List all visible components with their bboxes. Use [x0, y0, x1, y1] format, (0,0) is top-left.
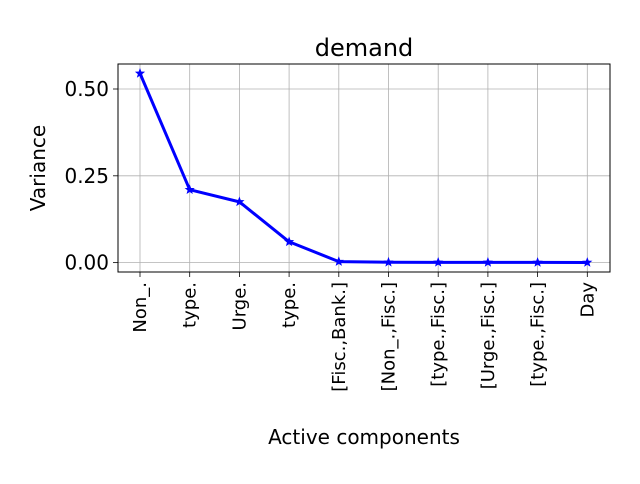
plot-background [118, 64, 610, 272]
x-tick-label: [Fisc.,Bank.] [329, 282, 350, 392]
data-point-marker [582, 257, 593, 267]
data-point-marker [234, 196, 245, 207]
data-point-marker [284, 236, 295, 247]
x-axis-label: Active components [268, 425, 460, 449]
data-point-marker [134, 68, 146, 78]
y-tick-label: 0.25 [64, 164, 109, 188]
x-tick-label: [type.,Fisc.] [528, 282, 549, 387]
chart-title: demand [315, 34, 414, 62]
x-tick-label: Urge. [229, 282, 250, 330]
data-point-marker [333, 256, 344, 266]
series-line [138, 72, 588, 264]
x-tick-label: Day [577, 282, 598, 318]
data-point-marker [184, 184, 195, 195]
data-point-marker [532, 257, 543, 267]
x-tick-label: [type.,Fisc.] [428, 282, 449, 387]
x-tick-label: Non_. [130, 282, 151, 333]
series-layer [134, 68, 593, 267]
y-tick-label: 0.00 [64, 251, 109, 275]
y-tick-label: 0.50 [64, 77, 109, 101]
data-point-marker [383, 256, 394, 267]
x-tick-label: type. [279, 282, 300, 328]
x-tick-label: [Non_.,Fisc.] [379, 282, 400, 391]
x-tick-label: type. [180, 282, 201, 328]
data-point-marker [482, 257, 493, 267]
y-axis-label: Variance [26, 125, 50, 211]
plot-frame [117, 63, 611, 273]
ticks: Non_. type. Urge. type. [Fisc.,Bank.] [Non_.,… [64, 77, 598, 392]
x-tick-label: [Urge.,Fisc.] [478, 282, 499, 389]
grid [118, 64, 610, 272]
data-point-marker [433, 257, 444, 267]
